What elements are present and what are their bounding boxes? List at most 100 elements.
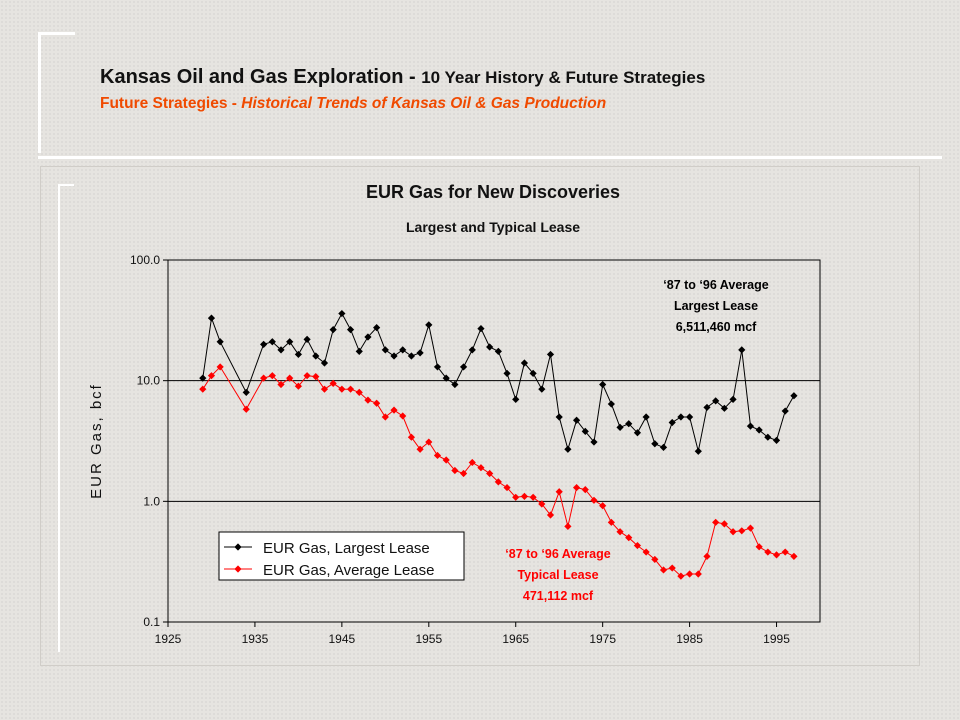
data-point [503, 369, 511, 377]
data-point [468, 458, 476, 467]
data-point [564, 522, 572, 530]
data-point [686, 413, 694, 421]
data-point [755, 543, 763, 551]
data-point [338, 309, 346, 318]
series-layer [199, 309, 798, 580]
data-point [451, 466, 459, 475]
data-point [346, 325, 355, 334]
data-point [616, 423, 624, 431]
data-point [599, 380, 607, 389]
data-point [572, 416, 581, 424]
legend: EUR Gas, Largest Lease EUR Gas, Average L… [218, 531, 465, 581]
page-title-main: Kansas Oil and Gas Exploration - [100, 66, 422, 88]
data-point [494, 347, 502, 355]
annotation-1-line: 471,112 mcf [523, 589, 594, 603]
legend-marker [234, 543, 242, 551]
data-point [781, 548, 789, 556]
data-point [529, 493, 537, 501]
data-point [390, 406, 398, 414]
data-point [581, 486, 589, 494]
data-point [659, 443, 668, 451]
data-point [329, 379, 337, 387]
data-point [555, 413, 563, 421]
data-point [720, 404, 728, 412]
annotation-layer: ‘87 to ‘96 Average Largest Lease 6,511,460… [505, 278, 768, 603]
data-point [512, 493, 520, 501]
series-1 [199, 363, 798, 580]
data-point [346, 385, 355, 393]
x-tick-label: 1975 [589, 632, 616, 646]
data-point [338, 385, 346, 393]
header: Kansas Oil and Gas Exploration - 10 Year… [100, 66, 940, 113]
data-point [373, 324, 381, 332]
data-point [260, 374, 268, 382]
data-point [738, 527, 746, 535]
data-point [486, 469, 494, 478]
data-point [407, 433, 416, 441]
chart-panel [40, 166, 920, 666]
data-point [268, 372, 276, 380]
data-point [651, 555, 659, 564]
data-point [416, 445, 424, 453]
data-point [207, 314, 216, 322]
data-point [546, 350, 555, 359]
data-point [764, 433, 772, 441]
data-point [433, 363, 442, 371]
x-tick-label: 1925 [155, 632, 182, 646]
data-point [373, 399, 381, 407]
chart-title: EUR Gas for New Discoveries [366, 182, 620, 202]
data-point [651, 440, 659, 448]
data-point [790, 392, 798, 400]
data-point [633, 541, 642, 550]
data-point [590, 496, 598, 504]
data-point [538, 500, 546, 508]
data-point [399, 346, 407, 354]
y-tick-label: 0.1 [143, 615, 160, 629]
data-point [625, 534, 633, 542]
data-point [503, 483, 511, 492]
x-tick-label: 1985 [676, 632, 703, 646]
series-0 [199, 309, 798, 455]
y-tick-label: 100.0 [130, 253, 160, 267]
data-point [755, 426, 763, 434]
annotation-0-line: Largest Lease [674, 299, 758, 313]
data-point [546, 511, 555, 519]
data-point [729, 528, 737, 536]
data-point [364, 396, 372, 404]
data-point [712, 518, 720, 526]
data-point [199, 385, 207, 393]
legend-marker [234, 565, 242, 573]
data-point [607, 400, 615, 408]
y-axis-label: EUR Gas, bcf [88, 383, 105, 499]
data-point [399, 412, 407, 420]
x-tick-label: 1955 [415, 632, 442, 646]
data-point [729, 395, 737, 403]
axis-layer: 0.1 1.0 10.0 100.0 1925 1935 1945 1955 1965 1975 1… [130, 253, 790, 646]
data-point [303, 335, 311, 343]
data-point [268, 338, 276, 346]
page-title-sub: 10 Year History & Future Strategies [421, 68, 706, 87]
data-point [442, 456, 450, 464]
y-tick-label: 10.0 [137, 374, 161, 388]
data-point [364, 333, 372, 341]
data-point [442, 374, 450, 382]
data-point [433, 451, 442, 460]
data-point [703, 552, 711, 560]
plot-area [167, 259, 821, 623]
data-point [451, 380, 459, 389]
annotation-0-line: ‘87 to ‘96 Average [663, 278, 768, 292]
data-point [277, 346, 285, 354]
page-subtitle-italic: Historical Trends of Kansas Oil & Gas Pr… [241, 95, 607, 112]
data-point [407, 352, 416, 360]
page-subtitle: Future Strategies - Historical Trends of… [100, 95, 940, 113]
data-point [668, 418, 676, 427]
data-point [712, 397, 720, 405]
data-point [564, 445, 572, 453]
data-point [764, 548, 772, 556]
data-point [216, 338, 224, 346]
data-point [320, 385, 329, 393]
data-point [355, 388, 363, 396]
data-point [303, 372, 311, 380]
legend-box [218, 531, 465, 581]
